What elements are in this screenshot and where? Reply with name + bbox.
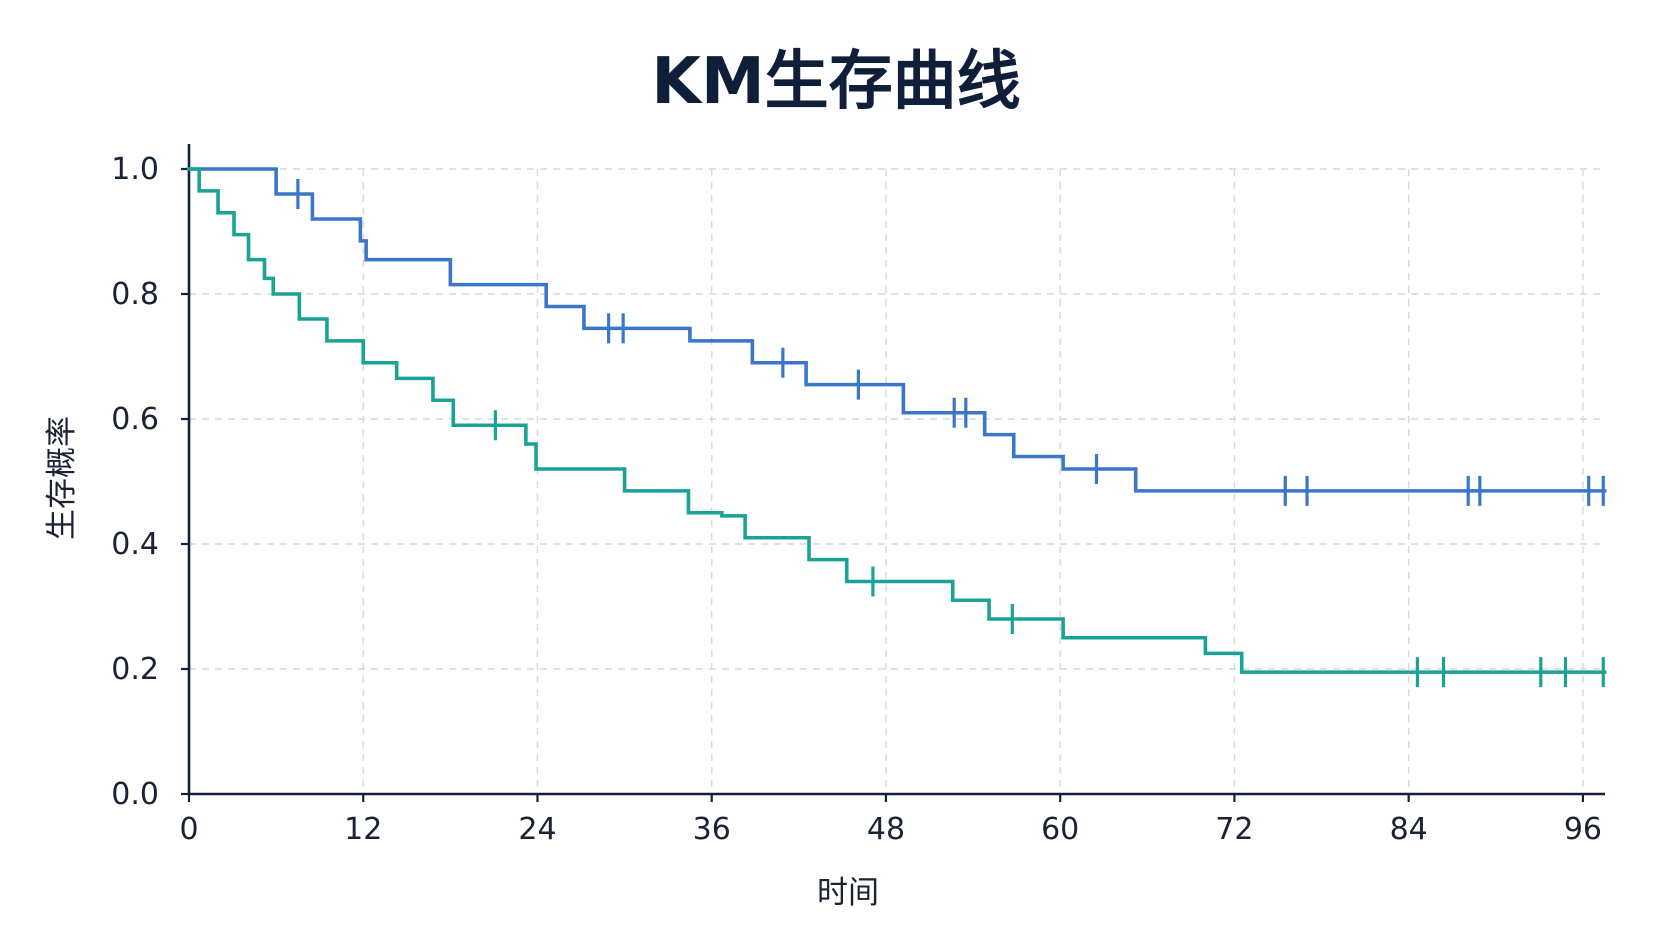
chart-title: KM生存曲线	[651, 45, 1020, 119]
y-tick-label: 0.2	[111, 652, 159, 687]
y-tick-label: 0.6	[111, 402, 159, 437]
y-tick-label: 0.4	[111, 527, 159, 562]
survival-curves	[187, 167, 1607, 688]
y-tick-label: 0.0	[111, 777, 159, 812]
y-tick-label: 1.0	[111, 152, 159, 187]
x-tick-label: 72	[1215, 812, 1253, 847]
x-tick-label: 84	[1390, 812, 1428, 847]
x-tick-label: 12	[344, 812, 382, 847]
x-tick-label: 96	[1564, 812, 1602, 847]
tick-labels: 0.0 0.2 0.4 0.6 0.8 1.0 0 12 24 36 48 60 72 84 96	[111, 152, 1602, 847]
x-tick-label: 36	[693, 812, 731, 847]
x-tick-label: 24	[518, 812, 556, 847]
x-tick-label: 48	[867, 812, 905, 847]
axes	[181, 144, 1605, 802]
x-axis-label: 时间	[817, 875, 879, 911]
x-tick-label: 0	[179, 812, 198, 847]
grid-lines	[189, 168, 1605, 794]
y-tick-label: 0.8	[111, 277, 159, 312]
survival-curve-2	[187, 167, 1607, 674]
y-axis-label: 生存概率	[44, 416, 80, 540]
survival-curve-1	[187, 167, 1607, 493]
x-tick-label: 60	[1041, 812, 1079, 847]
